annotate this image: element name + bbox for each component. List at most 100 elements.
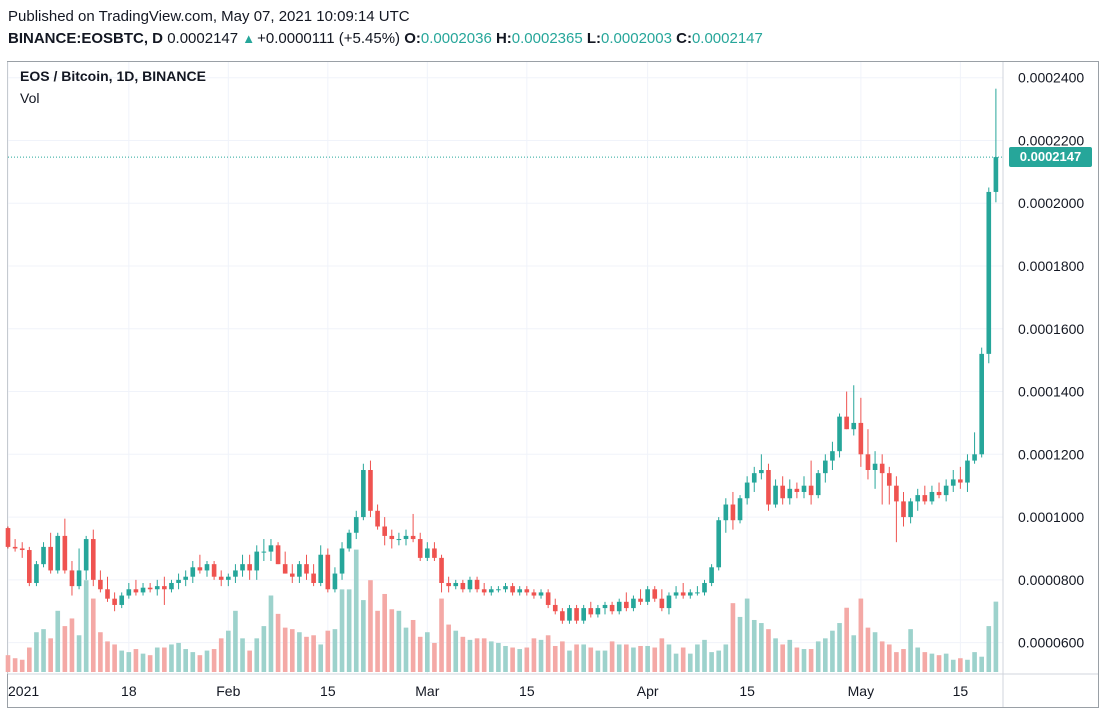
volume-bar bbox=[282, 627, 288, 672]
candle-body bbox=[240, 564, 245, 571]
volume-bar bbox=[112, 644, 117, 672]
volume-bar bbox=[773, 638, 778, 672]
volume-bar bbox=[922, 652, 928, 672]
close-label: C: bbox=[676, 30, 692, 47]
candle-body bbox=[673, 592, 679, 596]
volume-bar bbox=[894, 652, 899, 672]
candle-body bbox=[567, 608, 572, 621]
volume-bar bbox=[69, 618, 75, 672]
candle-body bbox=[27, 550, 32, 583]
published-line: Published on TradingView.com, May 07, 20… bbox=[8, 8, 410, 25]
candle-body bbox=[901, 501, 906, 518]
volume-bar bbox=[410, 619, 416, 672]
volume-bar bbox=[183, 649, 188, 672]
candle-body bbox=[510, 586, 515, 593]
candle-body bbox=[950, 479, 956, 486]
volume-bar bbox=[823, 638, 828, 672]
volume-bar bbox=[915, 647, 921, 672]
volume-bar bbox=[830, 630, 835, 672]
volume-bar bbox=[417, 636, 423, 672]
candle-body bbox=[737, 498, 743, 521]
volume-bar bbox=[638, 645, 643, 672]
candle-body bbox=[709, 567, 714, 583]
volume-bar bbox=[27, 647, 32, 672]
volume-bar bbox=[233, 610, 238, 672]
volume-bar bbox=[119, 650, 125, 672]
candle-body bbox=[496, 589, 501, 591]
candle-body bbox=[105, 589, 110, 599]
volume-bar bbox=[254, 638, 260, 672]
candle-body bbox=[190, 567, 196, 577]
volume-bar bbox=[609, 641, 615, 672]
volume-bar bbox=[83, 580, 89, 672]
candle-body bbox=[659, 598, 665, 609]
last-price: 0.0002147 bbox=[167, 30, 239, 47]
time-tick-label: Apr bbox=[637, 683, 659, 699]
candle-body bbox=[275, 545, 281, 565]
candle-body bbox=[602, 604, 608, 609]
volume-bar bbox=[567, 650, 572, 672]
volume-bar bbox=[318, 644, 324, 672]
volume-bar bbox=[588, 647, 594, 672]
candle-body bbox=[538, 592, 544, 596]
candle-body bbox=[730, 504, 736, 521]
candle-body bbox=[702, 582, 707, 593]
candle-body bbox=[474, 579, 480, 590]
symbol-info-line: BINANCE:EOSBTC, D 0.0002147 ▲ +0.0000111 … bbox=[8, 30, 763, 47]
volume-bar bbox=[801, 649, 807, 672]
candle-body bbox=[481, 589, 487, 593]
candle-body bbox=[12, 546, 18, 549]
volume-bar bbox=[780, 644, 785, 672]
time-tick-label: Mar bbox=[415, 683, 439, 699]
candle-body bbox=[716, 520, 722, 568]
volume-bar bbox=[240, 638, 245, 672]
candle-body bbox=[545, 592, 551, 605]
volume-bar bbox=[98, 632, 103, 672]
volume-bar bbox=[55, 610, 61, 672]
volume-bar bbox=[19, 659, 25, 672]
volume-bar bbox=[425, 632, 430, 672]
volume-bar bbox=[126, 652, 132, 672]
volume-bar bbox=[154, 647, 160, 672]
volume-bar bbox=[48, 638, 53, 672]
candle-body bbox=[922, 495, 928, 502]
candle-body bbox=[403, 535, 409, 540]
volume-bar bbox=[361, 600, 366, 672]
volume-bar bbox=[496, 642, 501, 672]
volume-bar bbox=[396, 610, 402, 672]
price-tick-label: 0.0002000 bbox=[1018, 195, 1084, 211]
time-tick-label: 2021 bbox=[8, 683, 39, 699]
volume-bar bbox=[297, 632, 302, 672]
open-label: O: bbox=[404, 30, 421, 47]
volume-bar bbox=[524, 647, 530, 672]
candle-body bbox=[204, 564, 210, 571]
candle-body bbox=[695, 592, 700, 594]
candle-body bbox=[744, 482, 750, 499]
candle-body bbox=[62, 535, 68, 571]
candle-body bbox=[830, 451, 835, 461]
volume-bar bbox=[62, 626, 68, 672]
candle-body bbox=[908, 501, 913, 518]
volume-bar bbox=[766, 629, 771, 672]
price-axis: 0.0002400 0.0002200 0.0002000 0.0001800 0.00… bbox=[1018, 70, 1084, 651]
candle-body bbox=[332, 573, 338, 590]
candle-body bbox=[666, 595, 672, 609]
volume-bar bbox=[211, 649, 217, 672]
open-value: 0.0002036 bbox=[420, 30, 492, 47]
price-tick-label: 0.0001200 bbox=[1018, 446, 1084, 462]
candle-body bbox=[318, 554, 324, 583]
volume-bar bbox=[140, 653, 146, 672]
volume-bar bbox=[808, 649, 814, 672]
low-value: 0.0002003 bbox=[601, 30, 672, 47]
volume-bar bbox=[581, 644, 586, 672]
volume-bar bbox=[645, 645, 650, 672]
volume-bar bbox=[851, 635, 857, 672]
candle-body bbox=[247, 564, 252, 571]
candle-body bbox=[517, 589, 523, 593]
candle-body bbox=[119, 595, 125, 605]
candle-body bbox=[865, 454, 871, 470]
high-label: H: bbox=[495, 30, 512, 47]
candle-body bbox=[410, 535, 416, 540]
volume-bar bbox=[886, 644, 892, 672]
